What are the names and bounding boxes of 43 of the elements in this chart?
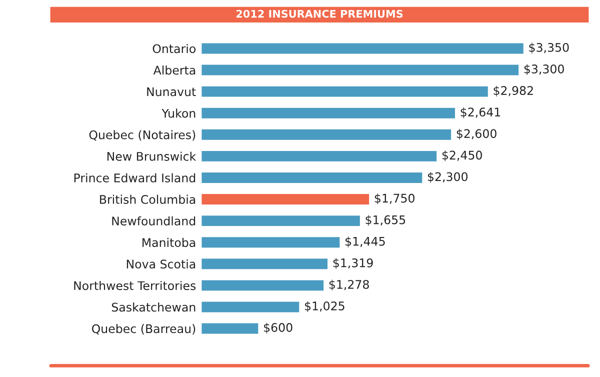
- y-tick-label: Ontario: [152, 44, 196, 54]
- bar: [201, 300, 301, 314]
- data-label: $2,300: [428, 172, 468, 183]
- bar: [201, 171, 424, 184]
- data-label: $1,319: [333, 258, 373, 269]
- y-tick-label: Newfoundland: [112, 216, 196, 226]
- data-label: $600: [264, 322, 292, 334]
- y-tick-label: Nova Scotia: [126, 259, 196, 269]
- bar: [201, 278, 325, 292]
- bar: [201, 214, 362, 228]
- data-label: $1,750: [374, 194, 414, 204]
- data-label: $1,278: [329, 280, 369, 290]
- data-label: $1,445: [346, 236, 385, 248]
- y-tick-label: Prince Edward Island: [74, 173, 196, 182]
- bar: [201, 236, 342, 249]
- y-tick-label: British Columbia: [100, 194, 196, 204]
- data-label: $3,300: [524, 64, 564, 76]
- bar: [201, 322, 260, 336]
- y-tick-label: Manitoba: [142, 238, 196, 248]
- bar: [201, 150, 438, 163]
- y-tick-label: Quebec (Notaires): [89, 130, 196, 141]
- data-label: $1,655: [366, 215, 406, 226]
- data-label: $2,982: [494, 86, 533, 97]
- bar: [201, 257, 329, 271]
- bar: [201, 192, 370, 206]
- data-label: $1,025: [305, 301, 344, 312]
- bar: [201, 128, 452, 142]
- y-tick-label: Alberta: [153, 66, 196, 75]
- data-label: $2,600: [456, 128, 496, 140]
- y-tick-label: Northwest Territories: [74, 280, 196, 290]
- data-label: $3,350: [529, 42, 569, 54]
- bar: [201, 84, 490, 98]
- bar: [201, 106, 456, 120]
- y-tick-label: New Brunswick: [107, 152, 196, 161]
- bar: [201, 42, 525, 56]
- y-tick-label: Nunavut: [147, 87, 196, 96]
- y-tick-label: Yukon: [162, 108, 196, 118]
- chart-title: 2012 INSURANCE PREMIUMS: [236, 10, 403, 18]
- data-label: $2,641: [460, 107, 500, 118]
- y-tick-label: Saskatchewan: [112, 302, 196, 312]
- y-tick-label: Quebec (Barreau): [92, 324, 196, 335]
- data-label: $2,450: [442, 150, 482, 162]
- bar: [201, 63, 520, 77]
